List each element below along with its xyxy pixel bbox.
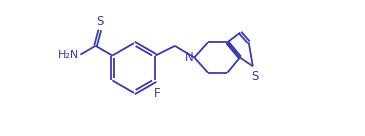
Text: N: N [185,51,193,64]
Text: S: S [96,15,104,28]
Text: F: F [154,87,161,100]
Text: H₂N: H₂N [58,50,79,60]
Text: S: S [251,70,258,83]
